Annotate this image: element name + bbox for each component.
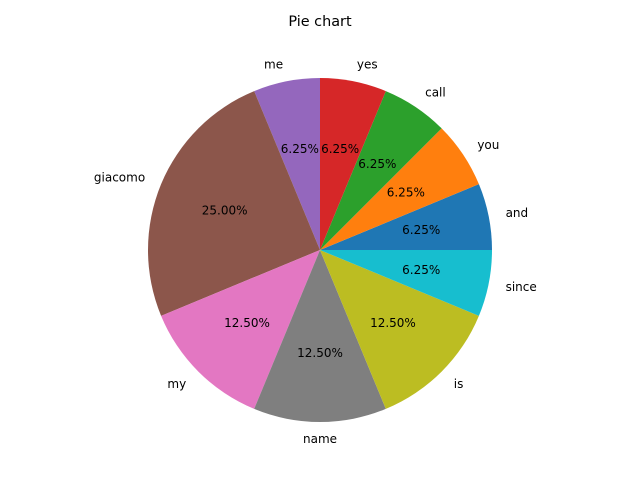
pie-slice-giacomo <box>148 91 320 316</box>
percent-label-and: 6.25% <box>402 223 440 237</box>
percent-label-you: 6.25% <box>387 186 425 200</box>
pie-slice-me <box>254 78 320 250</box>
pie-slice-name <box>254 250 386 422</box>
pie-slice-is <box>320 250 479 409</box>
chart-title: Pie chart <box>288 14 352 30</box>
pie-slices <box>148 78 492 422</box>
pie-slice-yes <box>320 78 386 250</box>
slice-label-since: since <box>506 280 537 294</box>
pie-slice-my <box>161 250 320 409</box>
percent-label-since: 6.25% <box>402 263 440 277</box>
slice-label-call: call <box>425 86 446 100</box>
percent-label-yes: 6.25% <box>321 142 359 156</box>
percent-label-call: 6.25% <box>358 157 396 171</box>
percent-label-giacomo: 25.00% <box>202 204 248 218</box>
slice-label-and: and <box>506 206 529 220</box>
slice-label-my: my <box>167 377 186 391</box>
pie-percent-labels: 6.25%6.25%6.25%6.25%6.25%25.00%12.50%12.… <box>202 142 441 360</box>
percent-label-my: 12.50% <box>224 316 270 330</box>
slice-label-is: is <box>454 377 464 391</box>
slice-label-name: name <box>303 432 337 446</box>
percent-label-is: 12.50% <box>370 316 416 330</box>
pie-labels: and you call yes me giacomo my name is since <box>94 57 537 446</box>
percent-label-name: 12.50% <box>297 346 343 360</box>
pie-slice-and <box>320 184 492 250</box>
pie-slice-call <box>320 91 442 251</box>
pie-slice-since <box>320 250 492 316</box>
pie-slice-you <box>320 128 479 250</box>
slice-label-giacomo: giacomo <box>94 171 145 185</box>
slice-label-you: you <box>477 138 499 152</box>
slice-label-yes: yes <box>357 57 378 71</box>
slice-label-me: me <box>264 57 283 71</box>
percent-label-me: 6.25% <box>281 142 319 156</box>
